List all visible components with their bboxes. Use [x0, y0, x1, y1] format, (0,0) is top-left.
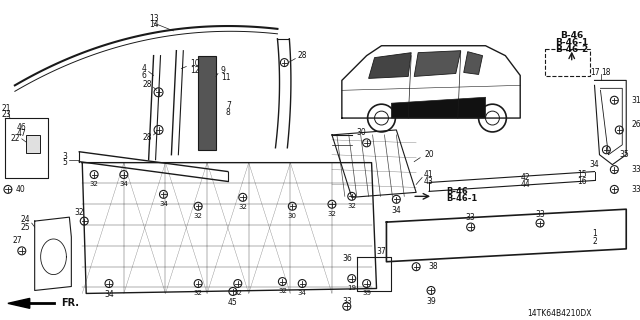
Text: 28: 28: [297, 51, 307, 60]
Text: 34: 34: [392, 206, 401, 215]
Text: 28: 28: [142, 80, 152, 89]
Text: 32: 32: [194, 213, 203, 219]
Text: B-46: B-46: [446, 187, 468, 196]
Text: 35: 35: [620, 150, 629, 159]
Text: 42: 42: [520, 173, 530, 182]
Text: 9: 9: [221, 66, 226, 75]
Polygon shape: [369, 53, 412, 78]
Text: 30: 30: [288, 213, 297, 219]
Text: 14: 14: [148, 20, 158, 29]
Text: 4: 4: [142, 64, 147, 73]
Text: 43: 43: [424, 177, 434, 186]
Text: 8: 8: [226, 108, 230, 116]
Polygon shape: [414, 51, 461, 76]
Text: 41: 41: [424, 170, 434, 179]
Text: 18: 18: [602, 68, 611, 77]
Text: 26: 26: [631, 121, 640, 130]
Polygon shape: [8, 298, 29, 308]
Text: 30: 30: [356, 128, 367, 137]
Text: 24: 24: [20, 215, 29, 224]
Text: 33: 33: [535, 210, 545, 219]
Text: 46: 46: [17, 124, 27, 132]
Text: 5: 5: [63, 158, 67, 167]
Text: 14TK64B4210DX: 14TK64B4210DX: [527, 309, 592, 318]
Text: 34: 34: [298, 291, 307, 296]
Text: 34: 34: [589, 160, 600, 169]
Text: FR.: FR.: [61, 298, 79, 308]
Text: 6: 6: [142, 71, 147, 80]
Text: 32: 32: [278, 288, 287, 294]
Text: 16: 16: [577, 177, 587, 186]
Text: 17: 17: [589, 68, 599, 77]
Bar: [545, 49, 589, 76]
Text: 32: 32: [234, 291, 243, 296]
Text: 7: 7: [226, 101, 231, 110]
Text: 10: 10: [190, 59, 200, 68]
Text: 13: 13: [148, 14, 158, 23]
Text: 25: 25: [20, 222, 29, 232]
Text: 33: 33: [631, 185, 640, 194]
Text: 32: 32: [194, 291, 203, 296]
Text: 33: 33: [342, 297, 352, 306]
Text: 1: 1: [592, 229, 597, 238]
Text: 32: 32: [348, 203, 356, 209]
Text: 22: 22: [10, 134, 20, 143]
Text: 32: 32: [238, 204, 247, 210]
Text: 37: 37: [376, 247, 387, 256]
Text: 44: 44: [520, 180, 530, 189]
Text: 36: 36: [342, 254, 352, 263]
Text: 45: 45: [228, 298, 237, 307]
Text: 21: 21: [2, 104, 12, 113]
Text: B-46-1: B-46-1: [555, 38, 588, 47]
Text: B-46-1: B-46-1: [446, 194, 477, 203]
Text: 23: 23: [2, 109, 12, 119]
Text: 12: 12: [190, 66, 200, 75]
Text: 20: 20: [424, 150, 434, 159]
Text: 39: 39: [426, 297, 436, 306]
Text: 34: 34: [104, 290, 114, 299]
Text: 27: 27: [12, 236, 22, 245]
Text: 33: 33: [466, 213, 476, 222]
Text: 28: 28: [142, 133, 152, 142]
Text: 31: 31: [631, 96, 640, 105]
Text: 38: 38: [428, 262, 438, 271]
Text: B-46-2: B-46-2: [555, 45, 588, 54]
Text: 19: 19: [348, 285, 356, 292]
Text: 34: 34: [120, 181, 128, 188]
Bar: [198, 56, 216, 150]
Text: 39: 39: [362, 291, 371, 296]
Text: 47: 47: [17, 129, 27, 139]
Text: 15: 15: [577, 170, 587, 179]
Text: 3: 3: [63, 152, 67, 161]
Text: 11: 11: [221, 73, 230, 82]
Text: B-46: B-46: [560, 31, 583, 40]
Text: 34: 34: [159, 201, 168, 207]
Text: 2: 2: [592, 237, 597, 246]
Polygon shape: [392, 97, 486, 118]
Text: 32: 32: [74, 208, 84, 217]
Text: 32: 32: [90, 181, 99, 188]
Bar: [26, 135, 40, 153]
Polygon shape: [464, 52, 483, 75]
Text: 33: 33: [631, 165, 640, 174]
Text: 32: 32: [328, 211, 337, 217]
Text: 40: 40: [16, 185, 26, 194]
